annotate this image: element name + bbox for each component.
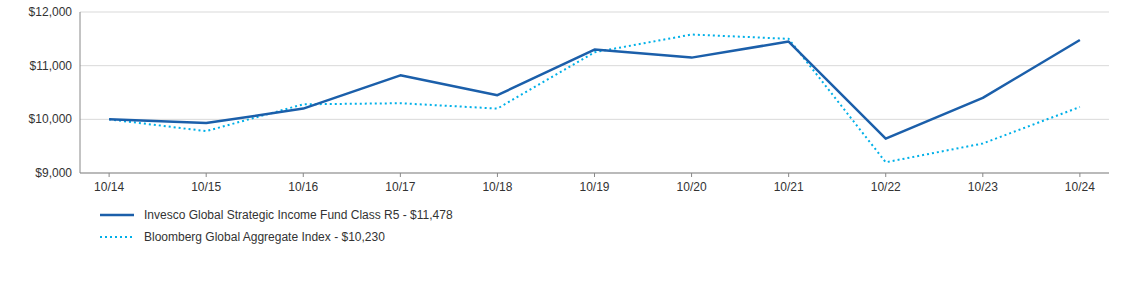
x-tick <box>1079 173 1080 177</box>
legend-swatch <box>100 236 134 238</box>
grid-line <box>80 12 1109 13</box>
x-tick <box>109 173 110 177</box>
y-tick-label: $12,000 <box>29 5 73 19</box>
legend-label: Invesco Global Strategic Income Fund Cla… <box>144 208 453 222</box>
x-tick-label: 10/18 <box>482 180 512 194</box>
x-tick <box>691 173 692 177</box>
x-tick <box>497 173 498 177</box>
legend-swatch <box>100 214 134 217</box>
legend: Invesco Global Strategic Income Fund Cla… <box>100 208 453 244</box>
x-tick-label: 10/14 <box>94 180 124 194</box>
x-tick-label: 10/23 <box>968 180 998 194</box>
x-tick <box>982 173 983 177</box>
y-axis-line <box>80 12 81 173</box>
y-tick-label: $11,000 <box>30 59 73 73</box>
x-tick-label: 10/15 <box>191 180 221 194</box>
x-tick <box>400 173 401 177</box>
grid-line <box>80 65 1109 66</box>
x-tick-label: 10/19 <box>579 180 609 194</box>
x-tick <box>788 173 789 177</box>
legend-label: Bloomberg Global Aggregate Index - $10,2… <box>144 230 385 244</box>
x-tick <box>206 173 207 177</box>
x-tick-label: 10/24 <box>1065 180 1095 194</box>
x-tick-label: 10/17 <box>385 180 415 194</box>
x-tick-label: 10/16 <box>288 180 318 194</box>
plot-area <box>109 35 1080 163</box>
x-tick-label: 10/22 <box>871 180 901 194</box>
x-tick <box>885 173 886 177</box>
page: {"chart_data": {"type": "line", "categor… <box>0 0 1123 281</box>
x-tick-label: 10/20 <box>677 180 707 194</box>
x-axis: 10/14 10/15 10/16 10/17 10/18 10/19 10/20 10/21… <box>94 173 1095 194</box>
y-tick-label: $9,000 <box>35 166 72 180</box>
y-axis: $9,000 $10,000 $11,000 $12,000 <box>29 5 1109 180</box>
y-tick-label: $10,000 <box>29 112 73 126</box>
chart: $9,000$10,000$11,000$12,00010/1410/1510/… <box>0 0 1123 281</box>
x-tick <box>594 173 595 177</box>
series-line <box>109 40 1080 139</box>
x-tick <box>303 173 304 177</box>
series-line <box>109 35 1080 163</box>
x-tick-label: 10/21 <box>774 180 804 194</box>
